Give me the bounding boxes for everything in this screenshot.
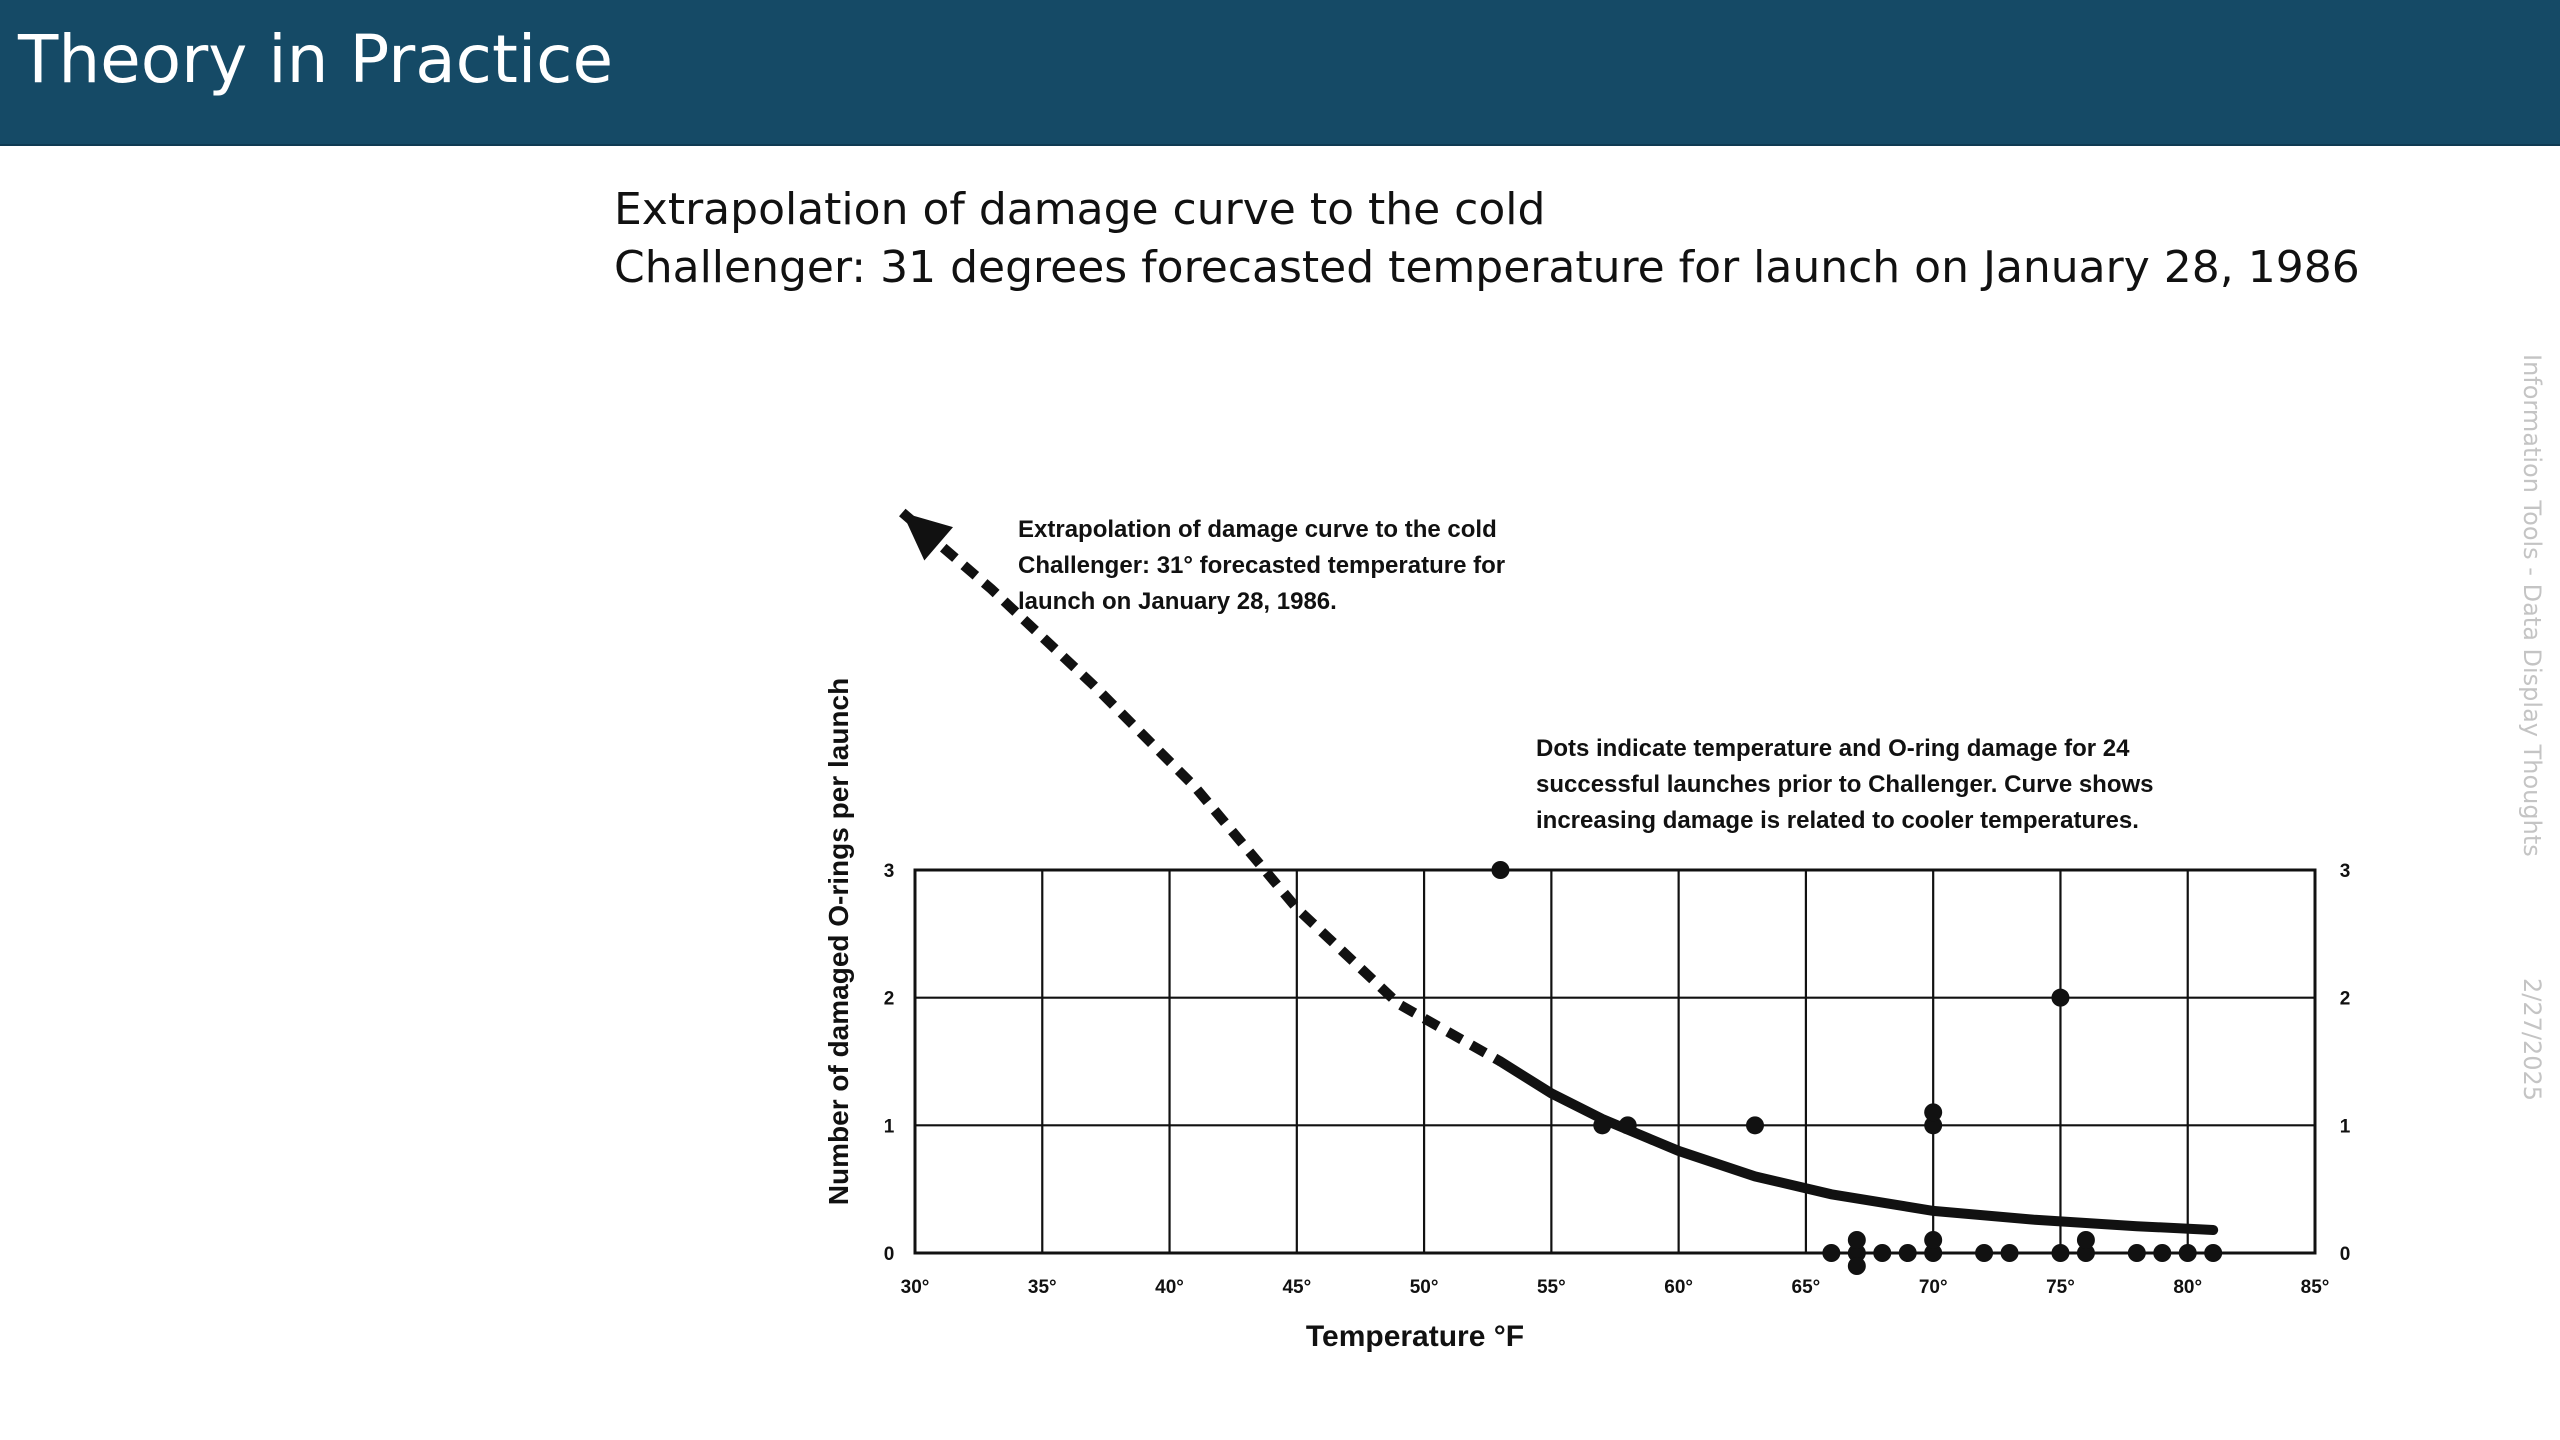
annotation-2-line: Dots indicate temperature and O-ring dam… <box>1536 735 2130 762</box>
chart-labels: Temperature °F Number of damaged O-rings … <box>823 516 2154 1353</box>
y-axis-label: Number of damaged O-rings per launch <box>823 678 854 1205</box>
chart-grid <box>913 868 2317 1255</box>
x-tick-label: 80° <box>2173 1277 2202 1298</box>
title-bar: Theory in Practice <box>0 0 2560 146</box>
data-points <box>1491 861 2223 1275</box>
x-tick-label: 85° <box>2301 1277 2330 1298</box>
y-tick-label-left: 3 <box>884 861 895 882</box>
x-tick-label: 30° <box>901 1277 930 1298</box>
data-point <box>2051 988 2070 1007</box>
data-point <box>1847 1244 1866 1262</box>
footer-date: 2/27/2025 <box>2518 978 2546 1102</box>
annotation-1-line: Challenger: 31° forecasted temperature f… <box>1018 552 1505 579</box>
subtitle-line-2: Challenger: 31 degrees forecasted temper… <box>614 242 2360 293</box>
x-tick-label: 55° <box>1537 1277 1566 1298</box>
y-tick-label-right: 0 <box>2340 1244 2351 1265</box>
y-tick-label-left: 0 <box>884 1244 895 1265</box>
data-point <box>2000 1244 2019 1262</box>
data-point <box>2076 1244 2095 1262</box>
y-tick-label-right: 2 <box>2340 989 2351 1010</box>
data-point <box>1822 1244 1841 1262</box>
x-axis-label: Temperature °F <box>1306 1320 1524 1353</box>
data-point <box>2153 1244 2172 1262</box>
damage-curve <box>899 508 2219 1235</box>
data-point <box>1924 1244 1943 1262</box>
x-tick-label: 50° <box>1410 1277 1439 1298</box>
x-tick-label: 45° <box>1282 1277 1311 1298</box>
y-tick-label-left: 1 <box>884 1116 895 1137</box>
x-tick-label: 75° <box>2046 1277 2075 1298</box>
arrowhead <box>902 512 954 561</box>
data-point <box>1924 1231 1943 1249</box>
data-point <box>1873 1244 1892 1262</box>
x-tick-label: 35° <box>1028 1277 1057 1298</box>
y-tick-label-right: 3 <box>2340 861 2351 882</box>
annotation-1-line: launch on January 28, 1986. <box>1018 588 1337 615</box>
extrapolated-curve-dashed <box>899 508 1503 1066</box>
data-point <box>1618 1116 1637 1135</box>
data-point <box>2204 1244 2223 1262</box>
fitted-curve-solid <box>1495 1056 2219 1235</box>
plot-frame <box>913 868 2317 1255</box>
axis-ticks: 30° 35° 40° 45° 50° 55° 60° 65° 70° 75° 80° 85° 0 0 1 1… <box>884 861 2351 1298</box>
x-tick-label: 65° <box>1792 1277 1821 1298</box>
y-tick-label-right: 1 <box>2340 1116 2351 1137</box>
data-point <box>1746 1116 1764 1135</box>
annotation-2-line: increasing damage is related to cooler t… <box>1536 807 2139 834</box>
data-point <box>1847 1257 1866 1275</box>
data-point <box>2178 1244 2197 1262</box>
data-point <box>2127 1244 2146 1262</box>
x-tick-label: 40° <box>1155 1277 1184 1298</box>
data-point <box>1847 1231 1866 1249</box>
x-tick-label: 70° <box>1919 1277 1948 1298</box>
data-point <box>1593 1116 1612 1135</box>
subtitle-line-1: Extrapolation of damage curve to the col… <box>614 184 1546 235</box>
data-point <box>1898 1244 1917 1262</box>
slide-title: Theory in Practice <box>18 21 614 98</box>
data-point <box>1924 1116 1943 1135</box>
data-point <box>2076 1231 2095 1249</box>
footer-text: Information Tools - Data Display Thought… <box>2518 354 2546 857</box>
annotation-2-line: successful launches prior to Challenger.… <box>1536 771 2154 798</box>
data-point <box>1924 1103 1943 1122</box>
data-point <box>1491 861 1510 879</box>
x-tick-label: 60° <box>1664 1277 1693 1298</box>
y-tick-label-left: 2 <box>884 989 895 1010</box>
data-point <box>1975 1244 1994 1262</box>
annotation-1-line: Extrapolation of damage curve to the col… <box>1018 516 1497 543</box>
data-point <box>2051 1244 2070 1262</box>
